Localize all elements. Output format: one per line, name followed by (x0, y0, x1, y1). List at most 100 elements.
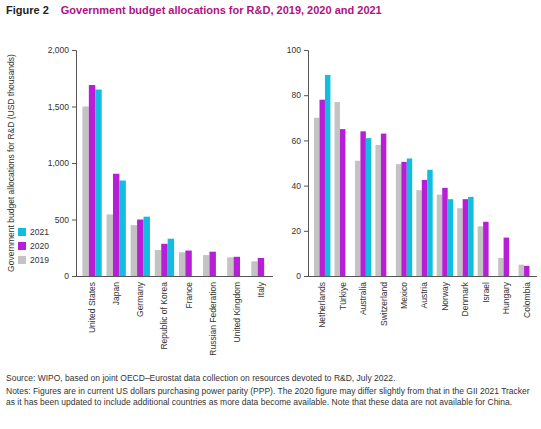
x-tick-label: France (184, 282, 194, 309)
x-tick: Netherlands (317, 276, 327, 328)
legend: 202120202019 (18, 227, 49, 265)
panel: 0 20 40 60 80 100 Netherlands Türkiye Australia S… (287, 45, 537, 328)
x-tick: Denmark (460, 276, 470, 316)
y-tick-label: 40 (292, 181, 302, 191)
y-axis-line (304, 51, 309, 277)
bar (396, 164, 401, 276)
x-tick: Switzerland (379, 276, 389, 326)
x-tick: Republic of Korea (159, 276, 169, 350)
x-tick-label: Türkiye (338, 282, 348, 310)
bar (524, 266, 529, 276)
bar (314, 118, 319, 276)
bar (478, 226, 483, 276)
y-tick-label: 1,500 (48, 102, 70, 112)
bar (498, 258, 503, 276)
y-tick-mark (72, 276, 76, 277)
bar (179, 252, 185, 276)
bar (144, 217, 150, 276)
bar (137, 220, 143, 277)
x-tick-label: United Kingdom (232, 282, 242, 342)
y-tick: 2,000 (48, 45, 76, 55)
notes: Notes: Figures are in current US dollars… (6, 386, 530, 407)
bar (95, 90, 101, 276)
bar (325, 75, 330, 276)
x-tick: Austria (419, 276, 429, 308)
bar (355, 161, 360, 276)
bars (82, 85, 264, 276)
bar (427, 170, 432, 276)
x-tick-label: Japan (111, 282, 121, 305)
bar (422, 180, 427, 276)
bar (258, 258, 264, 276)
x-tick-label: Denmark (460, 281, 470, 316)
x-tick-label: Russian Federation (208, 282, 218, 356)
x-tick: Israel (481, 276, 491, 303)
bar (161, 244, 167, 276)
title-text: Government budget allocations for R&D, 2… (61, 4, 382, 16)
x-tick-label: Austria (419, 282, 429, 309)
x-tick: France (184, 276, 194, 308)
y-tick-label: 20 (292, 226, 302, 236)
bar (89, 85, 95, 276)
x-tick-label: Mexico (399, 282, 409, 309)
panel: 05001,0001,5002,000United StatesJapanGer… (48, 45, 273, 355)
legend-swatch (18, 256, 26, 264)
x-tick-label: United States (87, 282, 97, 333)
x-tick: Türkiye (338, 276, 348, 310)
bar (366, 138, 371, 276)
x-tick: Norway (440, 276, 450, 311)
y-tick-mark (304, 50, 308, 51)
bar (340, 129, 345, 276)
figure: Figure 2 Government budget allocations fo… (0, 0, 541, 429)
y-tick: 500 (55, 215, 76, 225)
x-tick: Italy (256, 276, 266, 298)
y-tick-mark (304, 186, 308, 187)
legend-label: 2021 (30, 227, 49, 237)
bar (375, 145, 380, 276)
bar (504, 238, 509, 276)
bar (381, 134, 386, 276)
figure-label: Figure 2 (6, 4, 49, 16)
y-tick-mark (304, 140, 308, 141)
y-tick-label: 1,000 (48, 158, 70, 168)
x-tick: Australia (358, 276, 368, 315)
bar (82, 107, 88, 277)
y-tick: 0 (296, 271, 308, 281)
bar (155, 250, 161, 276)
y-tick-mark (304, 95, 308, 96)
legend-item: 2019 (18, 255, 49, 265)
bar (119, 181, 125, 276)
bar (113, 174, 119, 276)
y-axis: 0 20 40 60 80 100 (287, 45, 309, 281)
bar (227, 257, 233, 276)
legend-item: 2021 (18, 227, 49, 237)
x-tick: Hungary (501, 276, 511, 314)
y-tick-label: 0 (296, 271, 301, 281)
y-axis: 0 500 1,000 1,500 2,000 (48, 45, 77, 281)
y-tick-label: 100 (287, 45, 301, 55)
legend-label: 2019 (30, 255, 49, 265)
y-tick: 1,000 (48, 158, 76, 168)
y-tick-label: 500 (55, 215, 69, 225)
x-axis-line (76, 276, 273, 277)
bar (437, 195, 442, 276)
x-tick-label: Israel (481, 282, 491, 303)
bar (360, 131, 365, 276)
x-tick-label: Australia (358, 282, 368, 315)
y-tick: 80 (292, 90, 308, 100)
x-tick-label: Switzerland (379, 282, 389, 326)
y-tick-label: 0 (64, 271, 69, 281)
bar (107, 214, 113, 276)
y-tick-mark (304, 231, 308, 232)
x-tick-label: Netherlands (317, 282, 327, 328)
x-axis: United StatesJapanGermanyRepublic of Kor… (76, 276, 273, 356)
x-tick-label: Colombia (522, 282, 532, 318)
y-tick-mark (72, 220, 76, 221)
bar (203, 255, 209, 276)
x-tick: Mexico (399, 276, 409, 309)
bar (185, 251, 191, 276)
x-tick: Colombia (522, 276, 532, 318)
x-tick: Japan (111, 276, 121, 305)
y-tick-label: 60 (292, 136, 302, 146)
bars (314, 75, 529, 276)
